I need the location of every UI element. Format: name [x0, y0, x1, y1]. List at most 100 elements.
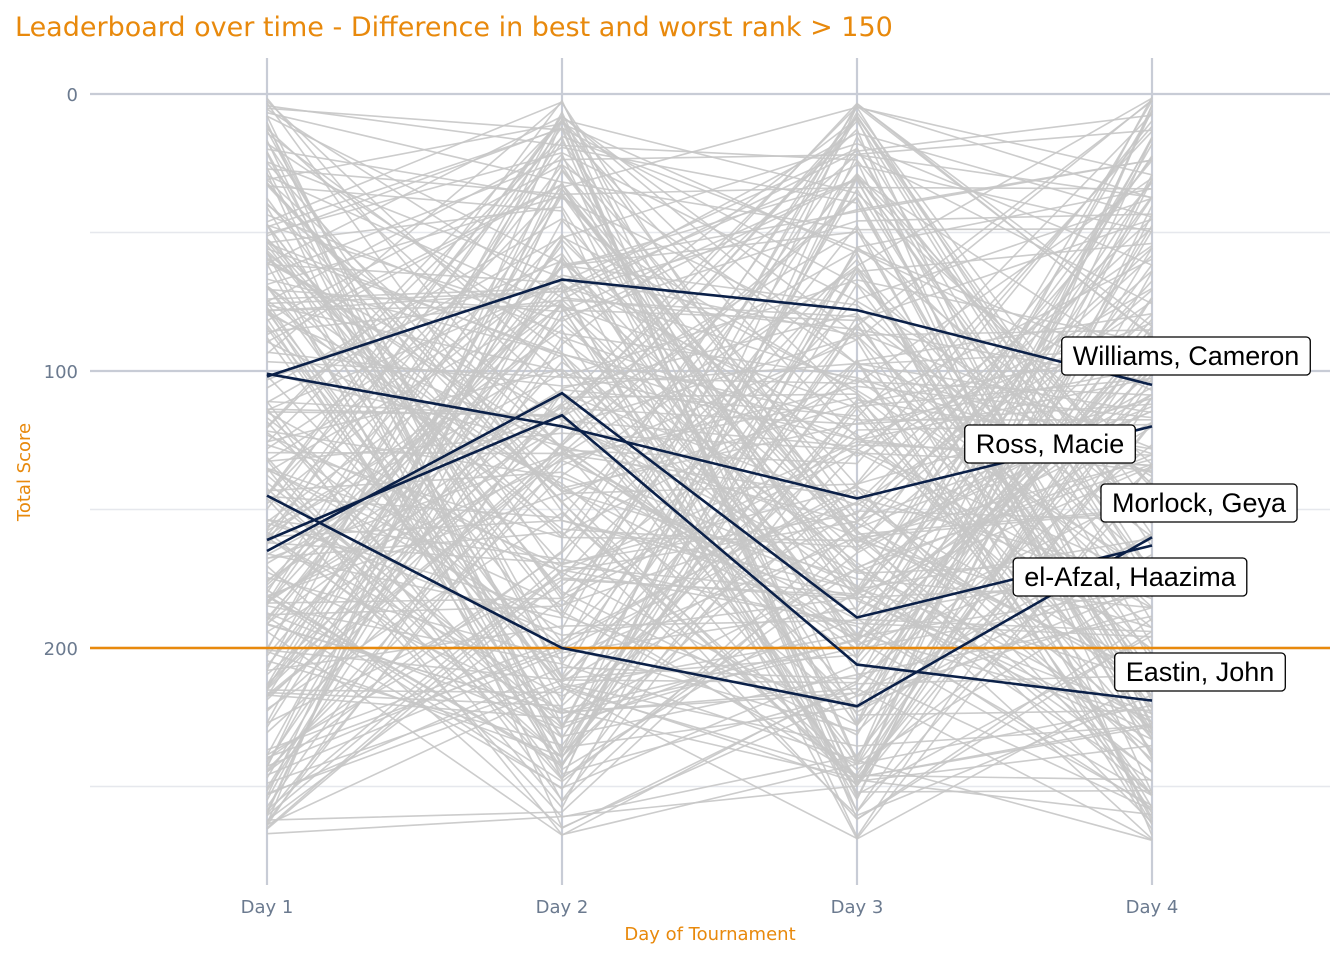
- background-series-line: [266, 113, 1153, 802]
- background-series-line: [266, 240, 1153, 736]
- x-tick-label: Day 4: [1126, 897, 1179, 918]
- background-series-line: [266, 375, 1153, 684]
- series-label: Morlock, Geya: [1100, 483, 1298, 523]
- background-series-line: [266, 110, 1153, 654]
- background-series-line: [266, 467, 1153, 836]
- background-series-line: [266, 282, 1153, 840]
- background-series-line: [266, 511, 1153, 816]
- background-series-line: [266, 565, 1153, 830]
- background-series-line: [266, 229, 1153, 736]
- background-series-line: [266, 157, 1153, 553]
- highlight-series-line: [266, 413, 1153, 702]
- series-label-text: Williams, Cameron: [1073, 341, 1300, 371]
- x-tick-label: Day 2: [536, 897, 589, 918]
- background-series-line: [266, 152, 1153, 755]
- background-series-line: [266, 117, 1153, 792]
- series-label-box: [1100, 483, 1298, 523]
- background-lines: [266, 96, 1153, 842]
- background-series-line: [266, 218, 1153, 796]
- y-tick-label: 100: [44, 362, 78, 383]
- series-label-text: el-Afzal, Haazima: [1024, 562, 1237, 592]
- x-axis-title: Day of Tournament: [624, 924, 795, 945]
- x-tick-label: Day 1: [241, 897, 294, 918]
- background-series-line: [266, 110, 1153, 842]
- background-series-line: [266, 120, 1153, 758]
- series-label-box: [1114, 652, 1286, 692]
- highlight-series-line: [266, 391, 1153, 619]
- background-series-line: [266, 122, 1153, 823]
- background-series-line: [266, 194, 1153, 686]
- background-series-line: [266, 254, 1153, 813]
- y-tick-label: 0: [67, 85, 78, 106]
- background-series-line: [266, 373, 1153, 818]
- background-series-line: [266, 421, 1153, 779]
- background-series-line: [266, 274, 1153, 734]
- background-series-line: [266, 421, 1153, 701]
- series-label: Eastin, John: [1114, 652, 1286, 692]
- background-series-line: [266, 153, 1153, 276]
- background-series-line: [266, 183, 1153, 715]
- background-series-line: [266, 336, 1153, 763]
- series-labels: Williams, Cameron Ross, Macie Morlock, Gey…: [964, 336, 1311, 692]
- background-series-line: [266, 238, 1153, 600]
- background-series-line: [266, 135, 1153, 594]
- background-series-line: [266, 177, 1153, 372]
- background-series-line: [266, 282, 1153, 768]
- background-series-line: [266, 151, 1153, 478]
- background-series-line: [266, 140, 1153, 678]
- background-series-line: [266, 401, 1153, 780]
- y-tick-label: 200: [44, 639, 78, 660]
- background-series-line: [266, 100, 1153, 385]
- background-series-line: [266, 488, 1153, 761]
- background-series-line: [266, 300, 1153, 808]
- background-series-line: [266, 407, 1153, 758]
- background-series-line: [266, 393, 1153, 783]
- background-series-line: [266, 111, 1153, 231]
- background-series-line: [266, 235, 1153, 573]
- series-label: Williams, Cameron: [1061, 336, 1311, 376]
- series-label-box: [1061, 336, 1311, 376]
- series-label-text: Ross, Macie: [976, 429, 1125, 459]
- background-series-line: [266, 113, 1153, 776]
- background-series-line: [266, 104, 1153, 754]
- background-series-line: [266, 403, 1153, 779]
- background-series-line: [266, 518, 1153, 797]
- background-series-line: [266, 424, 1153, 685]
- background-series-line: [266, 452, 1153, 638]
- background-series-line: [266, 247, 1153, 803]
- background-series-line: [266, 115, 1153, 458]
- background-series-line: [266, 206, 1153, 811]
- series-label: el-Afzal, Haazima: [1012, 557, 1248, 597]
- axis-ticks: 0 100 200 Day 1 Day 2 Day 3 Day 4: [44, 85, 1179, 918]
- background-series-line: [266, 115, 1153, 712]
- series-label-text: Morlock, Geya: [1112, 488, 1287, 518]
- background-series-line: [266, 142, 1153, 697]
- x-tick-label: Day 3: [831, 897, 884, 918]
- highlight-series-line: [266, 278, 1153, 387]
- background-series-line: [266, 107, 1153, 765]
- y-axis-title: Total Score: [14, 423, 35, 522]
- background-series-line: [266, 205, 1153, 802]
- background-series-line: [266, 114, 1153, 539]
- background-series-line: [266, 360, 1153, 690]
- series-label-text: Eastin, John: [1126, 657, 1275, 687]
- series-label-box: [1012, 557, 1248, 597]
- background-series-line: [266, 567, 1153, 723]
- background-series-line: [266, 102, 1153, 779]
- background-series-line: [266, 106, 1153, 496]
- background-series-line: [266, 339, 1153, 795]
- background-series-line: [266, 159, 1153, 583]
- background-series-line: [266, 147, 1153, 646]
- background-series-line: [266, 623, 1153, 841]
- background-series-line: [266, 340, 1153, 713]
- background-series-line: [266, 97, 1153, 771]
- highlight-series-line: [266, 494, 1153, 708]
- background-series-line: [266, 182, 1153, 771]
- background-series-line: [266, 248, 1153, 810]
- chart-title: Leaderboard over time - Difference in be…: [15, 12, 893, 43]
- background-series-line: [266, 141, 1153, 600]
- background-series-line: [266, 105, 1153, 525]
- series-label: Ross, Macie: [964, 424, 1136, 464]
- background-series-line: [266, 152, 1153, 787]
